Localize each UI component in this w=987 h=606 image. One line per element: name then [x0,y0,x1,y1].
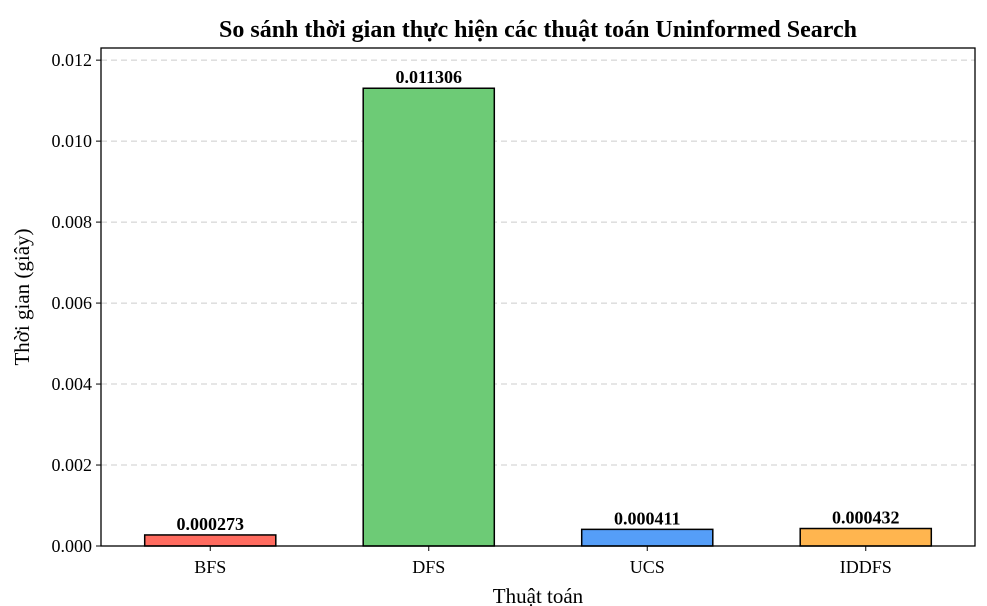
data-label: 0.000273 [177,514,245,534]
x-tick-label: UCS [630,557,665,577]
y-tick-label: 0.006 [52,293,93,313]
y-axis-label: Thời gian (giây) [10,228,34,365]
y-axis: 0.000 0.002 0.004 0.006 0.008 0.010 0.012 [52,50,101,556]
bar-ucs [580,528,714,547]
data-label: 0.000432 [832,508,900,528]
x-axis-label: Thuật toán [493,584,584,606]
y-tick-label: 0.004 [52,374,93,394]
x-tick-label: BFS [194,557,226,577]
y-tick-label: 0.002 [52,455,93,475]
y-tick-label: 0.000 [52,536,93,556]
bars: 0.000273 0.011306 0.000411 0.000432 [143,67,933,547]
gridlines [101,59,975,466]
data-label: 0.011306 [395,67,462,87]
y-tick-label: 0.010 [52,131,93,151]
y-tick-label: 0.008 [52,212,93,232]
x-tick-label: DFS [412,557,445,577]
chart-title: So sánh thời gian thực hiện các thuật to… [219,17,857,43]
bar-bfs [143,534,277,547]
x-axis: BFS DFS UCS IDDFS [194,546,892,577]
x-tick-label: IDDFS [840,557,892,577]
bar-dfs [362,87,496,547]
bar-iddfs [799,527,933,547]
y-tick-label: 0.012 [52,50,93,70]
data-label: 0.000411 [614,508,681,528]
plot-frame [100,47,976,547]
